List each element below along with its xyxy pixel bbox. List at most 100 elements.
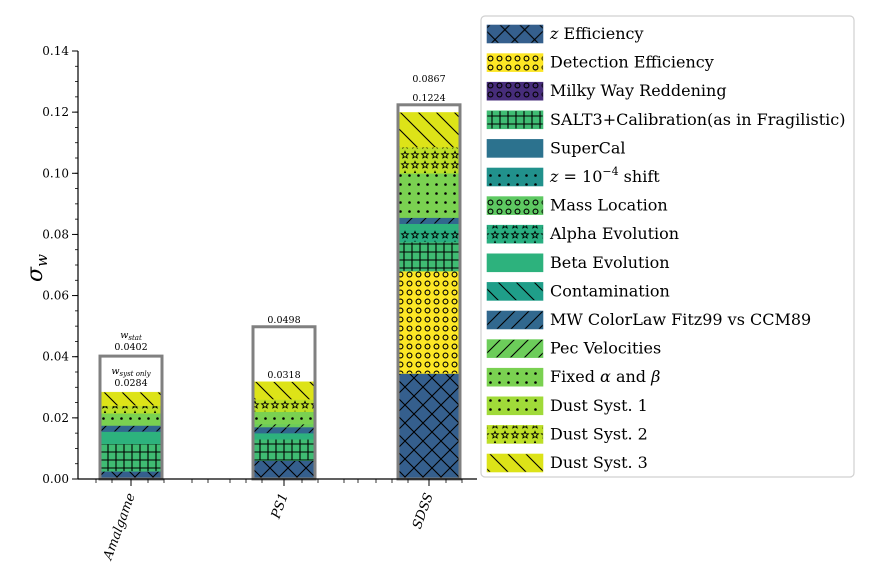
- bar-ps1-salt3-calibration-as-in-fragilistic: [253, 439, 315, 461]
- legend-swatch: [486, 339, 544, 358]
- legend-swatch: [486, 24, 544, 44]
- bar-amalgame-fixed-and: [100, 413, 162, 426]
- legend-swatch: [486, 196, 544, 215]
- legend: z Efficiency Detection Efficiency Milky Wa…: [480, 15, 855, 478]
- legend-item-supercal: SuperCal: [486, 138, 626, 158]
- bar-ps1-z-efficiency: [253, 460, 315, 480]
- legend-swatch: [486, 310, 544, 330]
- bar-sdss-fixed-and: [398, 173, 460, 218]
- legend-label: Beta Evolution: [550, 253, 670, 272]
- y-tick-label: 0.04: [42, 350, 69, 364]
- y-tick-label: 0.06: [42, 289, 69, 303]
- legend-item-dust-syst-2: Dust Syst. 2: [486, 424, 648, 444]
- bar-ps1-fixed-and: [253, 411, 315, 425]
- legend-swatch: [486, 110, 544, 130]
- legend-item-z-efficiency: z Efficiency: [486, 24, 644, 44]
- legend-label: SALT3+Calibration(as in Fragilistic): [550, 110, 845, 129]
- bars-layer: [100, 112, 460, 480]
- annotation-sdss-5: 0.1224: [412, 93, 445, 104]
- legend-swatch: [486, 253, 544, 273]
- legend-item-pec-velocities: Pec Velocities: [486, 339, 661, 358]
- legend-swatch: [486, 139, 544, 158]
- y-tick-label: 0.10: [42, 166, 69, 180]
- legend-label: Mass Location: [550, 196, 668, 215]
- bar-ps1-mw-colorlaw-fitz99-vs-ccm89: [253, 426, 315, 434]
- legend-swatch: [486, 453, 544, 473]
- legend-item-mass-location: Mass Location: [486, 196, 668, 215]
- annotation-ps1-3: 0.0318: [267, 370, 300, 381]
- legend-swatch: [486, 224, 544, 244]
- legend-item-z-10-4-shift: z = 10−4 shift: [486, 165, 660, 187]
- y-tick-label: 0.08: [42, 227, 69, 241]
- annotation-ps1-2: 0.0498: [267, 315, 300, 326]
- legend-label: Dust Syst. 2: [550, 424, 648, 443]
- bar-ps1-dust-syst-2: [253, 399, 315, 412]
- legend-label: Fixed α and β: [550, 367, 660, 386]
- legend-label: Detection Efficiency: [550, 53, 714, 72]
- annotation-text: 0.0402: [114, 342, 147, 353]
- legend-swatch: [486, 167, 544, 187]
- y-axis-label: σw: [23, 254, 51, 282]
- legend-label: z Efficiency: [549, 24, 644, 43]
- legend-label: Pec Velocities: [550, 339, 661, 358]
- legend-swatch: [486, 396, 544, 416]
- bar-sdss-alpha-evolution: [398, 229, 460, 243]
- legend-frame: [480, 15, 855, 478]
- bar-sdss-detection-efficiency: [398, 270, 460, 374]
- legend-label: Contamination: [550, 281, 670, 300]
- bar-amalgame-mw-colorlaw-fitz99-vs-ccm89: [100, 425, 162, 432]
- x-tick-label-ps1: PS1: [268, 491, 291, 521]
- legend-item-fixed-and: Fixed α and β: [486, 367, 660, 387]
- legend-item-dust-syst-3: Dust Syst. 3: [486, 453, 648, 473]
- annotation-text: 0.0318: [267, 370, 300, 381]
- y-tick-label: 0.02: [42, 411, 69, 425]
- y-tick-label: 0.00: [42, 472, 69, 486]
- bar-ps1-dust-syst-3: [253, 381, 315, 400]
- legend-swatch: [486, 53, 544, 72]
- legend-label: Dust Syst. 3: [550, 453, 648, 472]
- legend-swatch: [486, 81, 544, 101]
- annotation-text: 0.0867: [412, 74, 445, 85]
- bar-sdss-mw-colorlaw-fitz99-vs-ccm89: [398, 217, 460, 224]
- legend-swatch: [486, 425, 544, 444]
- bar-sdss-beta-evolution: [398, 223, 460, 231]
- legend-swatch: [486, 282, 544, 301]
- bar-amalgame-dust-syst-3: [100, 391, 162, 406]
- legend-label: z = 10−4 shift: [549, 165, 660, 186]
- bar-amalgame-beta-evolution: [100, 431, 162, 445]
- bar-sdss-z-efficiency: [398, 373, 460, 480]
- bar-sdss-dust-syst-3: [398, 112, 460, 148]
- legend-label: Dust Syst. 1: [550, 396, 648, 415]
- annotation-text: 0.0498: [267, 315, 300, 326]
- legend-label: Milky Way Reddening: [550, 81, 727, 100]
- annotation-text: wstat: [120, 330, 142, 342]
- annotation-text: wsyst only: [111, 366, 151, 378]
- y-tick-label: 0.14: [42, 44, 69, 58]
- legend-item-dust-syst-1: Dust Syst. 1: [486, 396, 648, 416]
- bar-sdss-salt3-calibration-as-in-fragilistic: [398, 241, 460, 272]
- x-tick-label-sdss: SDSS: [410, 491, 437, 531]
- bar-ps1-pec-velocities: [253, 423, 315, 428]
- x-tick-label-amalgame: Amalgame: [100, 491, 138, 563]
- legend-item-contamination: Contamination: [486, 281, 670, 301]
- bar-amalgame-dust-syst-2: [100, 405, 162, 414]
- legend-item-detection-efficiency: Detection Efficiency: [486, 53, 714, 72]
- y-tick-label: 0.12: [42, 105, 69, 119]
- legend-item-alpha-evolution: Alpha Evolution: [486, 224, 679, 244]
- legend-item-mw-colorlaw-fitz99-vs-ccm89: MW ColorLaw Fitz99 vs CCM89: [486, 310, 811, 330]
- bar-sdss-dust-syst-2: [398, 147, 460, 174]
- legend-item-milky-way-reddening: Milky Way Reddening: [486, 81, 727, 101]
- bar-amalgame-salt3-calibration-as-in-fragilistic: [100, 443, 162, 472]
- legend-label: SuperCal: [550, 138, 626, 157]
- annotation-sdss-4: 0.0867: [412, 74, 445, 85]
- legend-label: MW ColorLaw Fitz99 vs CCM89: [550, 310, 811, 329]
- annotation-text: 0.0284: [114, 378, 147, 389]
- legend-item-beta-evolution: Beta Evolution: [486, 253, 670, 273]
- legend-label: Alpha Evolution: [549, 224, 679, 243]
- annotation-text: 0.1224: [412, 93, 445, 104]
- legend-item-salt3-calibration-as-in-fragilistic: SALT3+Calibration(as in Fragilistic): [486, 110, 845, 130]
